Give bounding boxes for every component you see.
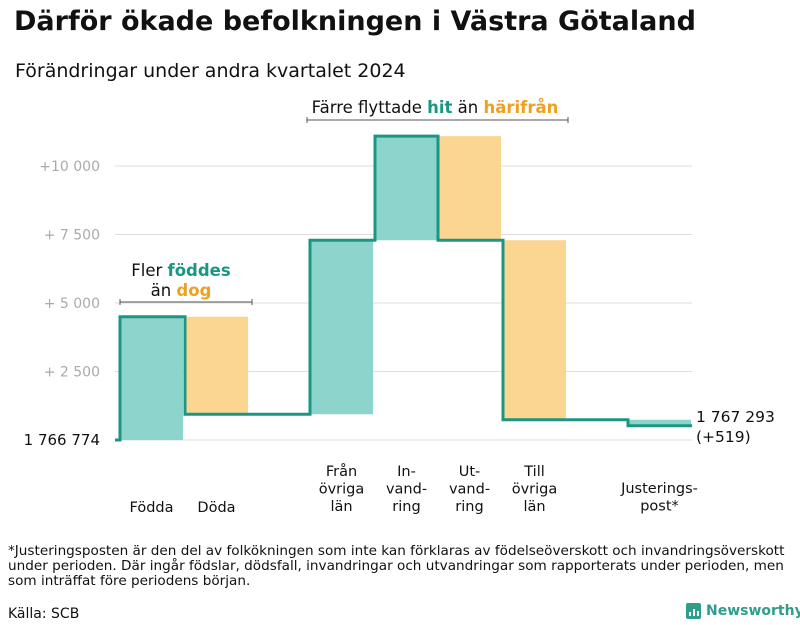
footnote: *Justeringsposten är den del av folkökni… (8, 543, 785, 589)
annotation-born-died: Fler föddes (131, 261, 231, 280)
x-category-label: ring (392, 499, 420, 515)
x-category-label: Till (523, 464, 545, 480)
y-tick-label: + 5 000 (44, 296, 100, 312)
x-category-label: vand- (386, 482, 427, 498)
x-category-label: övriga (512, 482, 558, 498)
bar-frånövrigalän (310, 240, 373, 415)
brand-logo: Newsworthy (686, 603, 800, 619)
base-value-label: 1 766 774 (24, 431, 100, 449)
waterfall-chart: + 2 500 + 5 000 + 7 500 +10 000 1 766 774 Föd… (24, 98, 775, 516)
bar-justeringspost (628, 419, 691, 426)
end-change-label: (+519) (696, 428, 751, 446)
x-category-label: övriga (319, 482, 365, 498)
x-category-label: Döda (197, 500, 235, 516)
x-category-label: vand- (449, 482, 490, 498)
x-category-label: län (330, 499, 352, 515)
x-category-label: Justerings- (620, 481, 698, 497)
y-tick-label: + 7 500 (44, 228, 100, 244)
x-category-label: Från (326, 463, 357, 480)
newsworthy-icon (686, 603, 701, 619)
bar-födda (120, 316, 183, 440)
annotation-born-died-line2: än dog (151, 281, 212, 300)
chart-title: Därför ökade befolkningen i Västra Götal… (14, 6, 696, 37)
x-category-label: Födda (130, 500, 174, 516)
chart-subtitle: Förändringar under andra kvartalet 2024 (15, 60, 406, 82)
x-category-label: post* (640, 499, 679, 515)
y-tick-label: + 2 500 (44, 365, 100, 381)
bar-utvandring (438, 136, 501, 241)
waterfall-step-line (115, 134, 692, 442)
bar-tillövrigalän (503, 240, 566, 420)
brand-name: Newsworthy (706, 603, 800, 619)
x-category-label: län (523, 499, 545, 515)
end-value-label: 1 767 293 (696, 408, 775, 426)
x-category-label: Ut- (459, 464, 481, 480)
source-label: Källa: SCB (8, 606, 80, 622)
annotation-migration: Färre flyttade hit än härifrån (312, 98, 559, 117)
x-category-label: ring (455, 499, 483, 515)
x-category-label: In- (397, 464, 416, 480)
y-tick-label: +10 000 (39, 159, 100, 175)
bar-döda (185, 316, 248, 415)
bar-invandring (375, 136, 438, 241)
